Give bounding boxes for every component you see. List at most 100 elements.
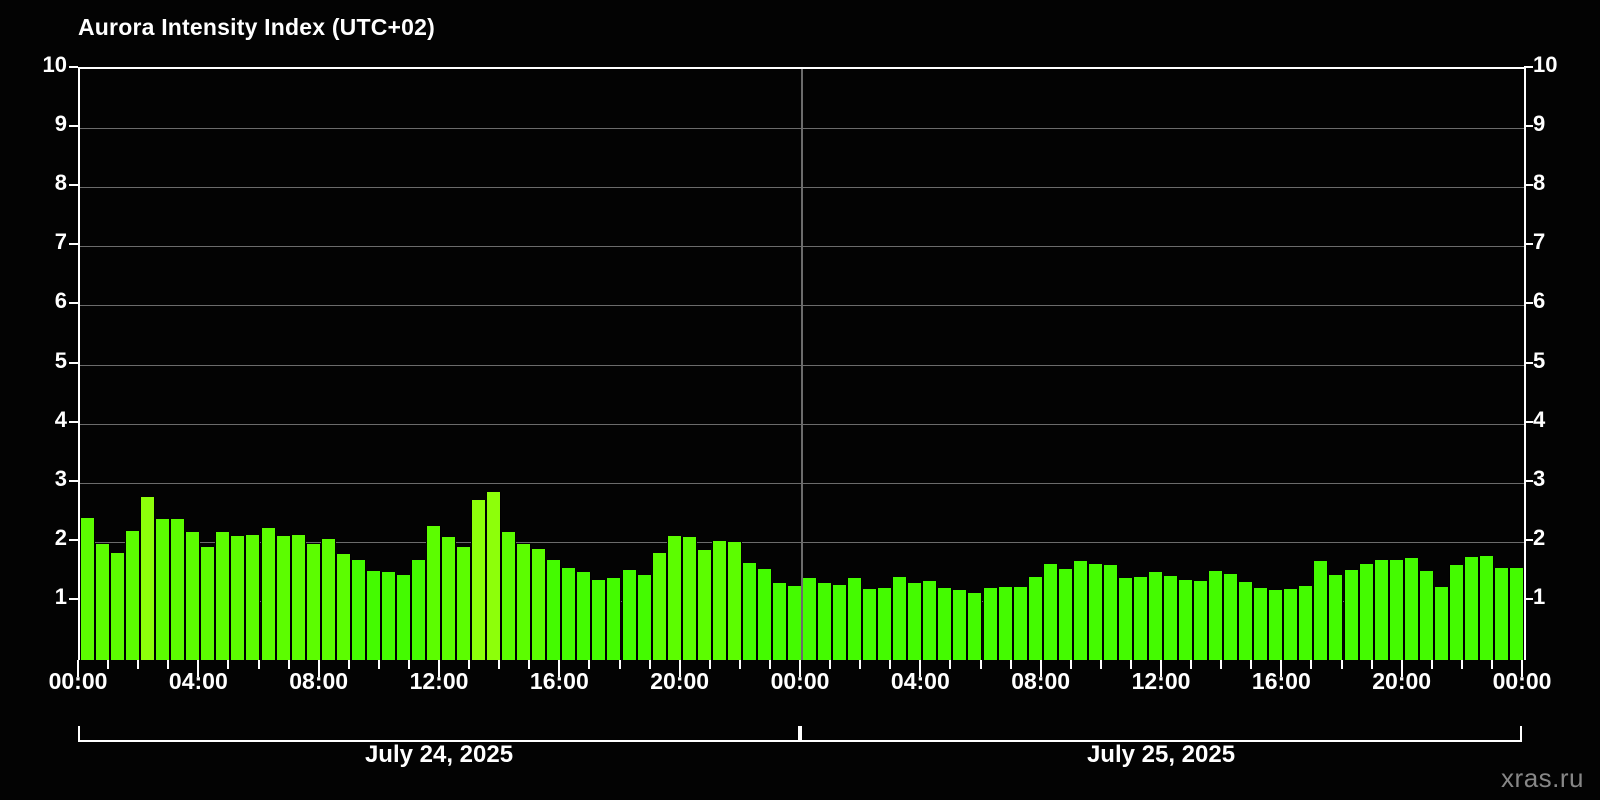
bar[interactable]: [1027, 577, 1043, 660]
bar[interactable]: [711, 541, 727, 660]
bar[interactable]: [215, 531, 231, 660]
bar[interactable]: [997, 586, 1013, 660]
bar[interactable]: [80, 518, 96, 660]
bar[interactable]: [170, 519, 186, 660]
bar[interactable]: [155, 519, 171, 660]
bar[interactable]: [320, 538, 336, 660]
bar[interactable]: [1087, 563, 1103, 660]
bar[interactable]: [245, 535, 261, 660]
bar[interactable]: [1373, 559, 1389, 660]
bar[interactable]: [982, 587, 998, 660]
bar[interactable]: [832, 584, 848, 660]
bar[interactable]: [365, 571, 381, 660]
bar[interactable]: [741, 563, 757, 660]
bar[interactable]: [786, 585, 802, 660]
bar[interactable]: [636, 574, 652, 660]
bar[interactable]: [681, 537, 697, 660]
bar[interactable]: [802, 577, 818, 660]
bar[interactable]: [1343, 570, 1359, 660]
bar[interactable]: [1403, 558, 1419, 660]
bar[interactable]: [756, 569, 772, 660]
bar[interactable]: [1057, 569, 1073, 660]
bar[interactable]: [1478, 555, 1494, 660]
bar[interactable]: [847, 578, 863, 660]
bar[interactable]: [410, 560, 426, 660]
bar[interactable]: [185, 532, 201, 660]
bar[interactable]: [1178, 579, 1194, 660]
bar[interactable]: [591, 580, 607, 660]
x-tick-minor-22: [738, 660, 741, 669]
bar[interactable]: [606, 578, 622, 660]
bar[interactable]: [516, 543, 532, 660]
bar[interactable]: [1117, 578, 1133, 660]
bar[interactable]: [1388, 559, 1404, 660]
bar[interactable]: [1298, 586, 1314, 660]
bar[interactable]: [666, 536, 682, 660]
bar[interactable]: [1328, 574, 1344, 660]
bar[interactable]: [1147, 571, 1163, 660]
bar[interactable]: [275, 535, 291, 660]
bar[interactable]: [1072, 561, 1088, 660]
bar[interactable]: [1283, 589, 1299, 660]
bar[interactable]: [1493, 568, 1509, 660]
bar[interactable]: [817, 582, 833, 660]
bar[interactable]: [561, 567, 577, 660]
bar[interactable]: [335, 553, 351, 660]
bar[interactable]: [486, 491, 502, 660]
bar[interactable]: [546, 559, 562, 660]
bar[interactable]: [952, 589, 968, 660]
bar[interactable]: [1433, 587, 1449, 660]
bar[interactable]: [922, 581, 938, 660]
bar[interactable]: [140, 497, 156, 660]
bar[interactable]: [1193, 580, 1209, 660]
bar[interactable]: [200, 546, 216, 660]
bar[interactable]: [501, 531, 517, 660]
bar[interactable]: [380, 571, 396, 660]
bar[interactable]: [621, 570, 637, 660]
bar[interactable]: [726, 541, 742, 660]
bar[interactable]: [771, 582, 787, 660]
bar[interactable]: [967, 592, 983, 660]
bar[interactable]: [230, 536, 246, 660]
bar[interactable]: [456, 547, 472, 660]
bar[interactable]: [651, 553, 667, 660]
bar[interactable]: [1313, 560, 1329, 660]
bar[interactable]: [877, 587, 893, 660]
bar[interactable]: [1132, 577, 1148, 660]
bar[interactable]: [576, 571, 592, 660]
bar[interactable]: [1102, 565, 1118, 660]
bar[interactable]: [1508, 568, 1524, 660]
x-tick-minor-17: [588, 660, 591, 669]
bar[interactable]: [1418, 571, 1434, 660]
bar[interactable]: [1463, 556, 1479, 660]
bar[interactable]: [1253, 587, 1269, 660]
bar[interactable]: [425, 526, 441, 660]
y-tick-mark-right-4: [1524, 420, 1533, 423]
bar[interactable]: [1012, 586, 1028, 660]
bar[interactable]: [892, 577, 908, 660]
bar[interactable]: [862, 589, 878, 660]
bar[interactable]: [290, 534, 306, 660]
bar[interactable]: [1268, 590, 1284, 660]
bar[interactable]: [95, 543, 111, 660]
bar[interactable]: [350, 559, 366, 660]
bar[interactable]: [1358, 563, 1374, 660]
bar[interactable]: [471, 500, 487, 660]
bar[interactable]: [305, 544, 321, 660]
bar[interactable]: [531, 549, 547, 660]
bar[interactable]: [1042, 564, 1058, 660]
bar[interactable]: [395, 574, 411, 660]
bar[interactable]: [1223, 573, 1239, 660]
bar[interactable]: [1448, 564, 1464, 660]
bar[interactable]: [1163, 576, 1179, 660]
x-tick-label-3: 12:00: [409, 668, 469, 694]
bar[interactable]: [937, 587, 953, 660]
bar[interactable]: [125, 530, 141, 660]
bar[interactable]: [907, 582, 923, 660]
bar[interactable]: [260, 528, 276, 660]
bar[interactable]: [696, 550, 712, 660]
bar[interactable]: [1238, 582, 1254, 660]
bar[interactable]: [441, 537, 457, 660]
bar[interactable]: [1208, 570, 1224, 660]
bar[interactable]: [110, 553, 126, 660]
